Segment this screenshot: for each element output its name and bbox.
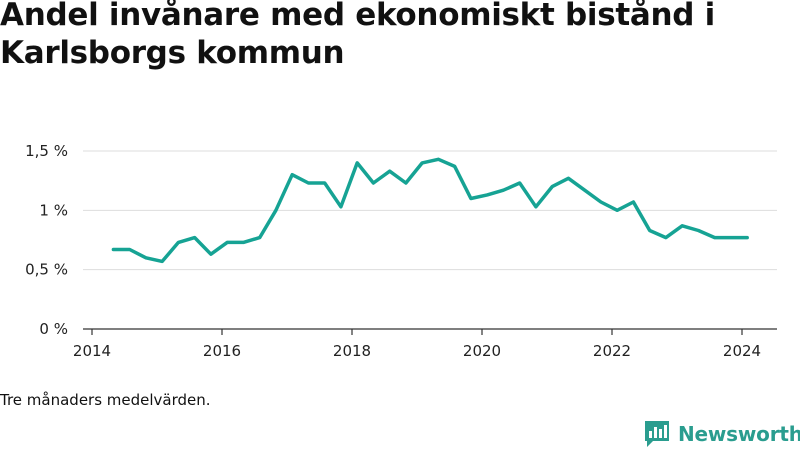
brand-name: Newsworthy [678,422,800,446]
newsworthy-logo[interactable]: Newsworthy [644,420,800,448]
x-tick-label: 2022 [593,342,631,360]
newsworthy-logo-icon [645,421,669,447]
series-line [111,157,749,264]
y-tick-label: 1 % [39,201,68,219]
x-tick-label: 2014 [73,342,111,360]
y-tick-label: 0,5 % [25,261,68,279]
x-tick-label: 2024 [723,342,761,360]
x-tick-label: 2018 [333,342,371,360]
x-tick-label: 2020 [463,342,501,360]
x-tick-label: 2016 [203,342,241,360]
chart-title: Andel invånare med ekonomiskt bistånd i … [0,0,715,71]
y-tick-label: 1,5 % [25,142,68,160]
footnote: Tre månaders medelvärden. [0,391,211,409]
y-tick-label: 0 % [39,320,68,338]
